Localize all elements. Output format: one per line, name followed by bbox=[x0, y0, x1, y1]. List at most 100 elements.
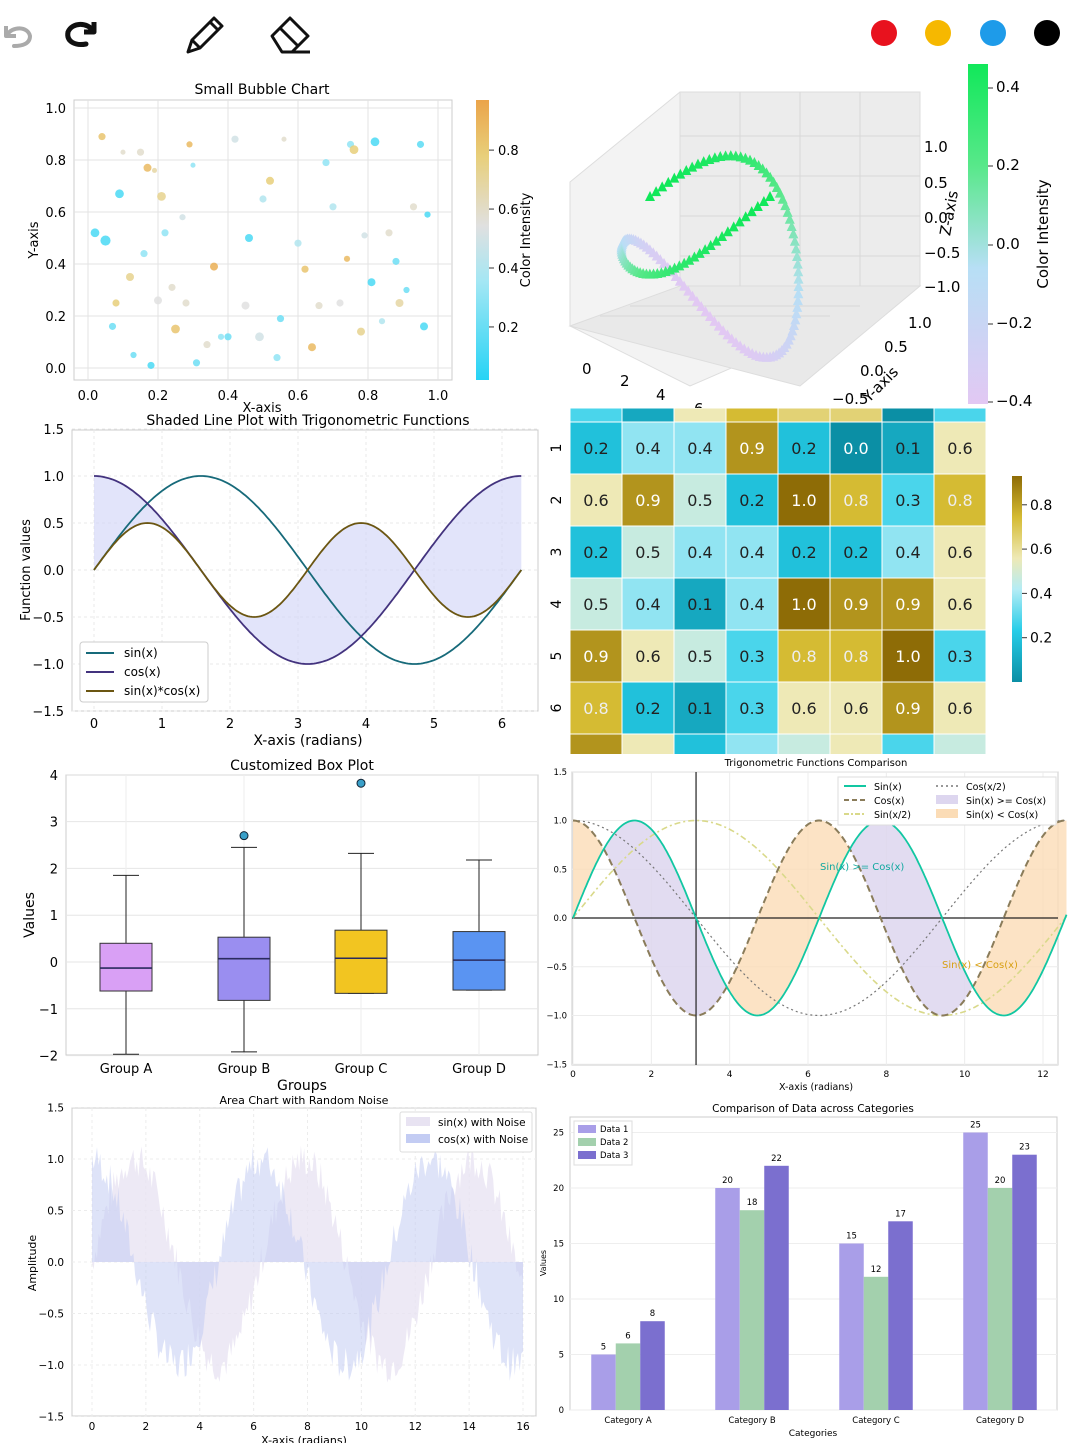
heatmap-cell bbox=[673, 577, 727, 631]
area-ytick-label: −1.5 bbox=[39, 1412, 65, 1424]
bubble-point bbox=[403, 286, 410, 294]
heatmap-row-label: 4 bbox=[549, 599, 565, 608]
boxplot-box bbox=[334, 929, 388, 994]
bars-ytick-label: 5 bbox=[559, 1351, 564, 1361]
scatter3d-colorbar-tick-label: 0.2 bbox=[996, 156, 1020, 174]
bubble-colorbar-tick-label: 0.6 bbox=[498, 203, 519, 218]
heatmap-cell-label: 0.9 bbox=[895, 699, 920, 718]
trig-annotation-ge: Sin(x) >= Cos(x) bbox=[820, 862, 904, 873]
bubble-point bbox=[395, 299, 404, 307]
redo-icon[interactable] bbox=[60, 14, 100, 58]
area-legend: sin(x) with Noise cos(x) with Noise bbox=[399, 1111, 533, 1153]
heatmap-cell bbox=[725, 473, 779, 527]
bubble-point bbox=[273, 354, 281, 362]
heatmap-cell-label: 0.6 bbox=[583, 491, 608, 510]
heatmap-cell-label: 0.9 bbox=[739, 439, 764, 458]
heatmap-cell bbox=[621, 629, 675, 683]
scatter3d-marker bbox=[675, 168, 686, 179]
scatter3d-marker bbox=[793, 273, 804, 284]
heatmap-row-label: 3 bbox=[549, 548, 565, 557]
bars-category-label: Category B bbox=[728, 1416, 776, 1426]
scatter3d-colorbar-tick-label: −0.4 bbox=[996, 392, 1032, 410]
heatmap-cell-partial bbox=[569, 733, 623, 754]
heatmap-colorbar-tick-label: 0.8 bbox=[1030, 498, 1052, 514]
bar-value-label: 6 bbox=[625, 1331, 630, 1341]
heatmap-cell bbox=[777, 577, 831, 631]
scatter3d-marker bbox=[789, 235, 800, 246]
bubble-chart-title: Small Bubble Chart bbox=[194, 82, 330, 98]
heatmap-cell bbox=[621, 473, 675, 527]
bubble-colorbar bbox=[476, 100, 489, 380]
scatter3d-marker bbox=[786, 220, 797, 231]
scatter3d-marker bbox=[792, 301, 803, 312]
heatmap-cell bbox=[569, 525, 623, 579]
scatter3d-xtick-label: 0 bbox=[582, 360, 592, 378]
scatter3d-marker bbox=[791, 243, 802, 254]
heatmap-cell-label: 1.0 bbox=[791, 491, 816, 510]
bubble-colorbar-tick-label: 0.4 bbox=[498, 262, 519, 277]
undo-icon[interactable] bbox=[0, 18, 40, 58]
bubble-point bbox=[378, 318, 386, 325]
scatter3d-marker bbox=[728, 221, 739, 232]
scatter3d-ytick-label: 0.5 bbox=[884, 338, 908, 356]
scatter3d-marker bbox=[696, 300, 707, 311]
heatmap-cell-partial bbox=[881, 408, 935, 423]
bar-value-label: 17 bbox=[895, 1209, 906, 1219]
scatter3d-marker bbox=[687, 290, 698, 301]
color-swatch-blue[interactable] bbox=[980, 20, 1006, 46]
heatmap-cell-label: 0.2 bbox=[583, 439, 608, 458]
bars-ytick-label: 20 bbox=[553, 1184, 564, 1194]
bubble-chart-panel: Small Bubble Chart 0.0 0.2 0.4 0.6 0.8 1.0 0.… bbox=[0, 72, 540, 416]
boxplot-ylabel: Values bbox=[22, 892, 38, 938]
heatmap-cell-label: 0.5 bbox=[635, 543, 660, 562]
area-xtick-label: 8 bbox=[304, 1421, 311, 1433]
boxplot-ytick-label: 0 bbox=[50, 956, 58, 971]
bar-value-label: 12 bbox=[871, 1265, 882, 1275]
bars-category-label: Category C bbox=[852, 1416, 900, 1426]
area-xtick-label: 16 bbox=[516, 1421, 530, 1433]
eraser-icon[interactable] bbox=[268, 14, 314, 60]
scatter3d-marker bbox=[674, 260, 685, 271]
shaded-ylabel: Function values bbox=[19, 519, 34, 621]
scatter3d-marker bbox=[791, 308, 802, 319]
bubble-point bbox=[120, 149, 126, 155]
scatter3d-ytick-label: 0.0 bbox=[860, 362, 884, 380]
heatmap-cell-partial bbox=[933, 733, 987, 754]
heatmap-row-label: 5 bbox=[549, 652, 565, 661]
color-swatch-yellow[interactable] bbox=[925, 20, 951, 46]
bubble-xtick-label: 0.6 bbox=[288, 389, 309, 404]
bubble-ylabel: Y-axis bbox=[27, 221, 42, 259]
heatmap-cell-label: 0.6 bbox=[791, 699, 816, 718]
bubble-point bbox=[266, 176, 274, 185]
scatter3d-marker bbox=[793, 281, 804, 292]
color-swatch-black[interactable] bbox=[1034, 20, 1060, 46]
drawing-toolbar bbox=[0, 0, 1080, 72]
scatter3d-marker bbox=[788, 228, 799, 239]
trig-legend-sinhalf: Sin(x/2) bbox=[874, 810, 911, 821]
scatter3d-marker bbox=[740, 211, 751, 222]
bars-xlabel: Categories bbox=[789, 1429, 838, 1439]
scatter3d-marker bbox=[739, 343, 750, 354]
boxplot-ytick-label: 4 bbox=[50, 769, 58, 784]
heatmap-cell bbox=[933, 629, 987, 683]
scatter3d-ytick-label: 1.0 bbox=[908, 314, 932, 332]
heatmap-cell-label: 0.6 bbox=[947, 439, 972, 458]
trig-xtick-label: 4 bbox=[727, 1070, 733, 1080]
scatter3d-marker bbox=[694, 247, 705, 258]
area-cos-noise bbox=[92, 1146, 523, 1381]
scatter3d-marker bbox=[705, 239, 716, 250]
scatter3d-marker bbox=[700, 306, 711, 317]
pencil-icon[interactable] bbox=[182, 12, 226, 62]
heatmap-cell bbox=[725, 421, 779, 475]
bubble-point bbox=[315, 302, 323, 310]
bubble-ytick-label: 0.4 bbox=[45, 258, 66, 273]
area-xlabel: X-axis (radians) bbox=[261, 1434, 347, 1443]
scatter3d-marker bbox=[669, 172, 680, 183]
scatter3d-marker bbox=[687, 161, 698, 172]
sin-lt-cos-area bbox=[573, 820, 1067, 1016]
color-swatch-red[interactable] bbox=[871, 20, 897, 46]
bars-title: Comparison of Data across Categories bbox=[712, 1103, 914, 1115]
heatmap-cell bbox=[829, 681, 883, 735]
scatter3d-zlabel: Z-axis bbox=[936, 189, 962, 237]
